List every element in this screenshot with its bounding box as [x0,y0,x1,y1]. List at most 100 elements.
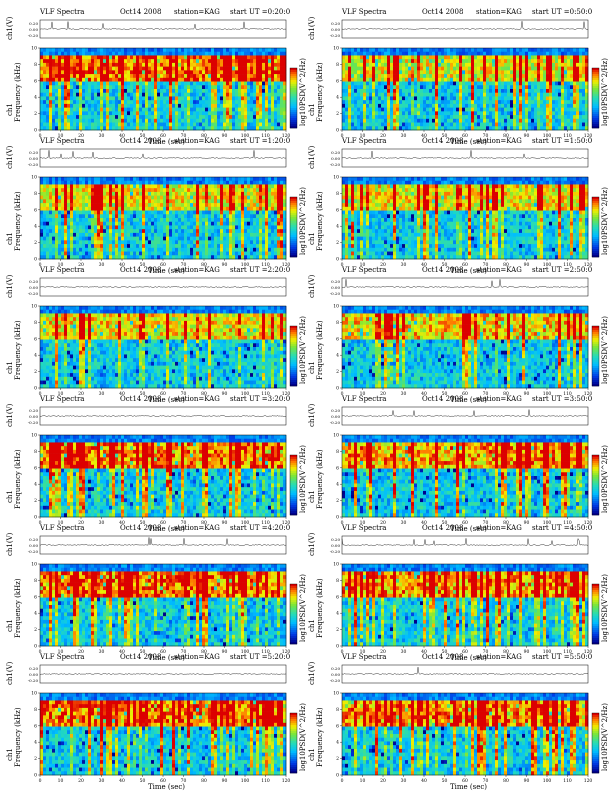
spectrogram-cell [435,66,439,71]
spectrogram-cell [274,59,278,64]
spectrogram-cell [429,77,433,82]
spectrogram-cell [564,118,568,123]
spectrogram-cell [537,103,541,108]
spectrogram-cell [73,188,77,193]
spectrogram-cell [223,115,227,120]
spectrogram-cell [238,195,242,200]
spectrogram-cell [411,48,415,53]
spectrogram-cell [91,225,95,230]
spectrogram-cell [103,85,107,90]
spectrogram-cell [106,206,110,211]
spectrogram-cell [582,100,586,105]
spectrogram-cell [429,66,433,71]
spectrogram-cell [58,111,62,116]
spectrogram-cell [265,191,269,196]
spectrogram-cell [253,66,257,71]
spectrogram-cell [64,81,68,86]
spectrogram-cell [205,48,209,53]
spectrogram-cell [103,206,107,211]
spectrogram-cell [232,191,236,196]
spectrogram-cell [348,107,352,112]
spectrogram-cell [459,48,463,53]
spectrogram-cell [354,59,358,64]
spectrogram-cell [414,118,418,123]
spectrogram-cell [495,115,499,120]
spectrogram-cell [546,115,550,120]
spectrogram-cell [226,70,230,75]
spectrogram-cell [244,70,248,75]
spectrogram-cell [118,188,122,193]
spectrogram-cell [423,100,427,105]
spectrogram-cell [447,100,451,105]
spectrogram-cell [369,118,373,123]
spectrogram-cell [387,59,391,64]
spectrogram-cell [184,103,188,108]
spectrogram-cell [172,203,176,208]
spectrogram-cell [97,103,101,108]
spectrogram-cell [133,180,137,185]
spectrogram-cell [250,188,254,193]
spectrogram-cell [501,66,505,71]
spectrogram-cell [130,188,134,193]
spectrogram-cell [283,188,287,193]
spectrogram-cell [507,59,511,64]
spectrogram-cell [241,191,245,196]
spectrogram-cell [73,210,77,215]
spectrogram-cell [205,59,209,64]
spectrogram-cell [396,74,400,79]
spectrogram-cell [166,229,170,234]
spectrogram-cell [223,214,227,219]
spectrogram-cell [459,74,463,79]
spectrogram-cell [465,59,469,64]
spectrogram-cell [127,188,131,193]
spectrogram-cell [187,55,191,60]
spectrogram-cell [411,115,415,120]
spectrogram-cell [414,111,418,116]
spectrogram-cell [441,126,445,131]
spectrogram-cell [543,74,547,79]
spectrogram-cell [438,51,442,56]
spectrogram-cell [139,184,143,189]
spectrogram-cell [73,122,77,127]
spectrogram-cell [94,100,98,105]
spectrogram-cell [259,115,263,120]
spectrogram-cell [193,221,197,226]
spectrogram-cell [199,203,203,208]
spectrogram-cell [363,77,367,82]
spectrogram-cell [67,218,71,223]
spectrogram-cell [256,103,260,108]
spectrogram-cell [52,188,56,193]
spectrogram-cell [459,81,463,86]
spectrogram-cell [118,115,122,120]
spectrogram-cell [274,180,278,185]
spectrogram-cell [79,221,83,226]
spectrogram-cell [369,126,373,131]
spectrogram-cell [381,55,385,60]
spectrogram-cell [235,89,239,94]
spectrogram-cell [88,126,92,131]
spectrogram-cell [118,180,122,185]
spectrogram-cell [67,89,71,94]
spectrogram-cell [43,180,47,185]
spectrogram-cell [70,62,74,67]
spectrogram-cell [130,100,134,105]
spectrogram-cell [345,81,349,86]
spectrogram-cell [561,92,565,97]
spectrogram-cell [375,118,379,123]
spectrogram-cell [85,96,89,101]
spectrogram-cell [169,55,173,60]
spectrogram-cell [223,100,227,105]
spectrogram-cell [552,103,556,108]
spectrogram-cell [166,203,170,208]
spectrogram-cell [268,199,272,204]
spectrogram-cell [70,206,74,211]
spectrogram-cell [100,55,104,60]
spectrogram-cell [214,51,218,56]
spectrogram-cell [363,55,367,60]
spectrogram-cell [528,89,532,94]
spectrogram-cell [244,218,248,223]
spectrogram-cell [522,103,526,108]
spectrogram-cell [79,48,83,53]
spectrogram-cell [465,107,469,112]
spectrogram-cell [381,122,385,127]
